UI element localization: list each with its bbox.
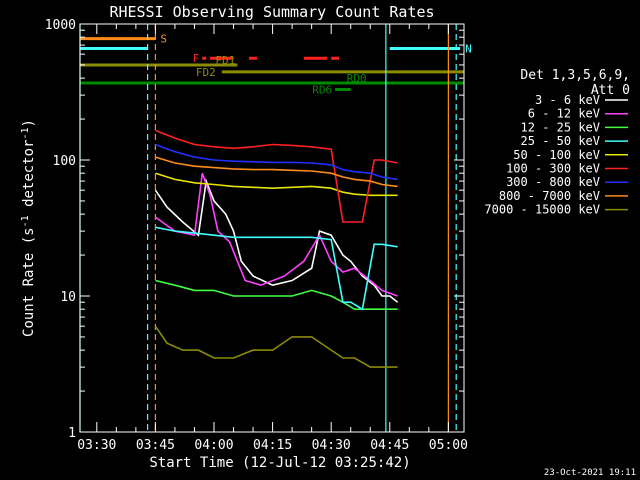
series-line <box>154 172 398 297</box>
x-tick-label: 04:00 <box>194 438 233 453</box>
x-axis-label: Start Time (12-Jul-12 03:25:42) <box>149 455 410 471</box>
legend-label: 50 - 100 keV <box>513 148 600 162</box>
series-line <box>155 226 398 311</box>
flag-label: S <box>160 33 167 46</box>
x-tick-label: 03:45 <box>136 438 175 453</box>
legend-header-line-2: Att 0 <box>591 83 630 98</box>
x-tick-label: 05:00 <box>429 438 468 453</box>
y-tick-label: 1 <box>68 426 76 441</box>
footer-date: 23-Oct-2021 19:11 <box>544 468 636 478</box>
x-tick-label: 04:30 <box>312 438 351 453</box>
series-line <box>155 156 398 188</box>
flag-label: N <box>465 43 472 56</box>
series-line <box>154 178 399 303</box>
series-line <box>154 325 398 368</box>
series-lines <box>154 129 399 368</box>
legend-label: 100 - 300 keV <box>506 162 600 176</box>
x-tick-label: 03:30 <box>77 438 116 453</box>
y-tick-label: 10 <box>60 290 76 305</box>
x-axis: 03:30 03:45 04:00 04:15 04:30 04:45 05:00 <box>77 24 468 453</box>
legend-label: 25 - 50 keV <box>521 134 600 148</box>
chart-title: RHESSI Observing Summary Count Rates <box>109 3 434 21</box>
series-line <box>155 143 398 181</box>
flag-label: FD1 <box>215 54 235 67</box>
flag-label: F <box>193 52 200 65</box>
series-line <box>155 279 398 311</box>
x-tick-label: 04:15 <box>253 438 292 453</box>
series-line <box>155 129 398 223</box>
y-tick-label: 1000 <box>45 18 76 33</box>
plot-frame <box>79 23 465 433</box>
legend-label: 6 - 12 keV <box>528 107 600 121</box>
legend-label: 7000 - 15000 keV <box>484 203 600 217</box>
series-line <box>155 172 398 197</box>
y-axis-label: Count Rate (s-1 detector-1) <box>20 119 37 337</box>
legend-label: 12 - 25 keV <box>521 120 600 134</box>
vertical-markers <box>79 24 457 432</box>
legend-label: 300 - 800 keV <box>506 175 600 189</box>
legend-header-line-1: Det 1,3,5,6,9, <box>520 68 630 83</box>
legend-label: 3 - 6 keV <box>535 93 600 107</box>
flag-label: RD6 <box>312 83 332 96</box>
legend-label: 800 - 7000 keV <box>499 189 600 203</box>
x-tick-label: 04:45 <box>370 438 409 453</box>
y-axis: 1 10 100 1000 <box>45 18 464 441</box>
y-tick-label: 100 <box>53 154 76 169</box>
flag-label: RD0 <box>347 72 367 85</box>
flag-label: FD2 <box>196 66 216 79</box>
